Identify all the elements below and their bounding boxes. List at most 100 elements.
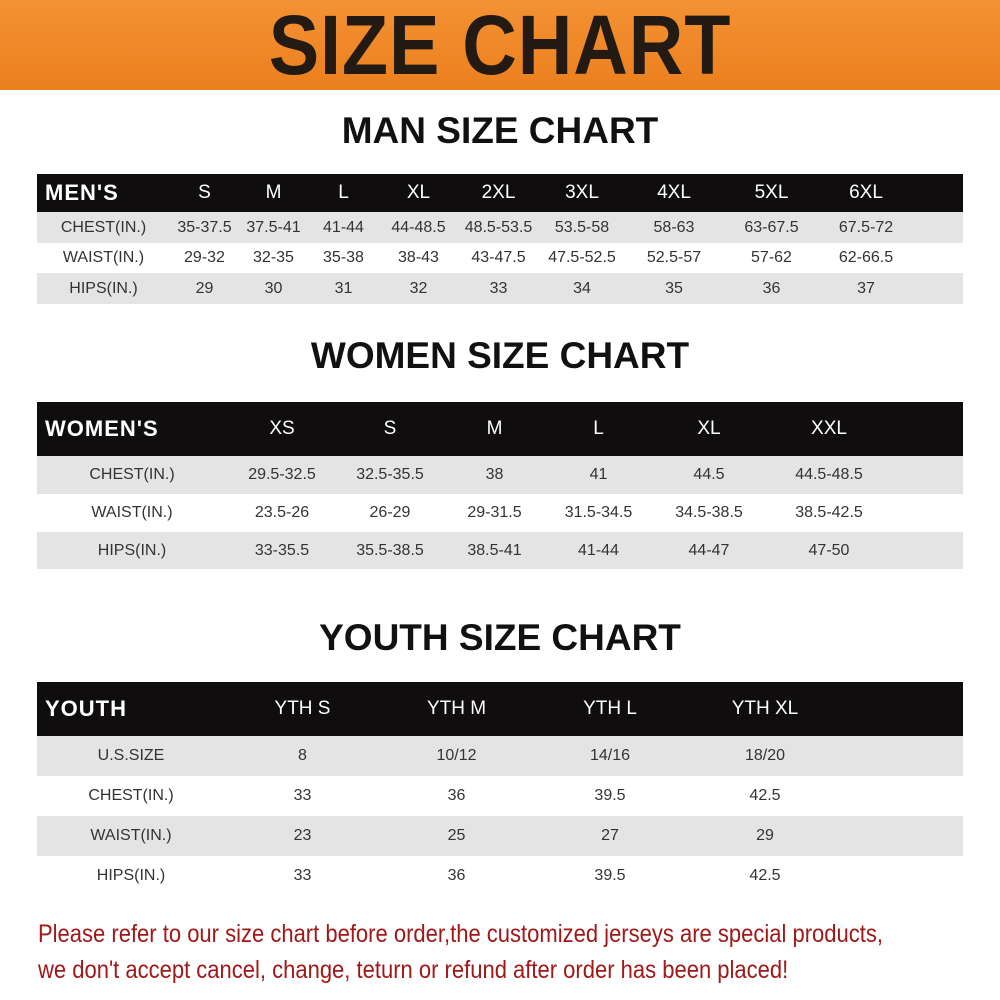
table-cell: 10/12: [436, 747, 477, 764]
table-cell: 35: [665, 279, 683, 297]
table-cell: 33: [293, 787, 312, 804]
row-label: HIPS(IN.): [69, 279, 138, 297]
table-row: HIPS(IN.) 29 30 31 32 33 34 35 36 37: [37, 273, 963, 304]
table-cell: 29-32: [184, 249, 225, 266]
size-header-cell: M: [486, 418, 503, 439]
size-header-cell: L: [593, 418, 604, 439]
table-cell: 38.5-41: [467, 541, 522, 559]
table-cell: 47-50: [808, 541, 850, 559]
table-row: WAIST(IN.) 23 25 27 29: [37, 816, 963, 856]
table-row: CHEST(IN.) 29.5-32.5 32.5-35.5 38 41 44.5 44.5…: [37, 456, 963, 494]
table-cell: 37.5-41: [246, 218, 301, 236]
row-label: CHEST(IN.): [88, 787, 174, 804]
size-header-cell: 4XL: [657, 182, 691, 203]
table-cell: 23.5-26: [254, 504, 310, 521]
table-cell: 42.5: [749, 867, 781, 884]
table-cell: 57-62: [751, 249, 792, 266]
table-cell: 39.5: [594, 787, 626, 804]
table-cell: 34: [573, 279, 591, 297]
row-label: HIPS(IN.): [96, 867, 166, 884]
table-cell: 14/16: [589, 747, 631, 764]
youth-size-table: YOUTH YTH S YTH M YTH L YTH XL U.S.SIZE 8 10/12…: [37, 682, 963, 896]
row-label: WAIST(IN.): [62, 249, 145, 266]
table-cell: 18/20: [744, 747, 786, 764]
table-cell: 33-35.5: [254, 541, 310, 559]
table-cell: 44-48.5: [391, 218, 446, 236]
size-header-cell: YTH S: [274, 698, 331, 719]
row-label: HIPS(IN.): [97, 541, 167, 559]
size-header-cell: 2XL: [481, 182, 516, 203]
table-cell: 52.5-57: [646, 249, 702, 266]
table-cell: 44-47: [688, 541, 730, 559]
table-cell: 31: [334, 279, 353, 297]
row-label: WAIST(IN.): [91, 504, 173, 521]
table-cell: 41: [589, 466, 608, 483]
table-cell: 29.5-32.5: [248, 466, 316, 483]
table-row: U.S.SIZE 8 10/12 14/16 18/20: [37, 736, 963, 776]
table-row: CHEST(IN.) 33 36 39.5 42.5: [37, 776, 963, 816]
men-size-table: MEN'S S M L XL 2XL 3XL 4XL 5XL 6XL CHEST(IN.) 35-37…: [37, 174, 963, 304]
table-cell: 32: [409, 279, 428, 297]
table-cell: 38-43: [398, 249, 439, 266]
table-row: CHEST(IN.) 35-37.5 37.5-41 41-44 44-48.5 48.5…: [37, 212, 963, 243]
size-header-cell: 5XL: [754, 182, 789, 203]
table-cell: 63-67.5: [744, 218, 799, 236]
table-row: WAIST(IN.) 23.5-26 26-29 29-31.5 31.5-34.5 34…: [37, 494, 963, 532]
size-header-cell: XXL: [811, 418, 847, 439]
table-cell: 41-44: [578, 541, 619, 559]
table-cell: 25: [447, 827, 466, 844]
table-cell: 29-31.5: [467, 504, 522, 521]
size-header-cell: 6XL: [849, 182, 883, 203]
banner-title: SIZE CHART: [268, 0, 732, 92]
size-header-cell: S: [383, 418, 397, 439]
table-cell: 44.5: [693, 466, 725, 483]
table-cell: 48.5-53.5: [464, 218, 533, 236]
table-cell: 43-47.5: [471, 249, 526, 266]
size-header-cell: XL: [406, 182, 431, 203]
table-cell: 47.5-52.5: [548, 249, 616, 266]
table-cell: 32.5-35.5: [356, 466, 424, 483]
table-cell: 36: [762, 279, 781, 297]
table-header-row: YOUTH YTH S YTH M YTH L YTH XL: [37, 682, 963, 736]
table-cell: 29: [195, 279, 214, 297]
table-title-cell: MEN'S: [45, 180, 119, 205]
table-header-row: WOMEN'S XS S M L XL XXL: [37, 402, 963, 456]
size-header-cell: YTH XL: [731, 698, 799, 719]
table-cell: 23: [293, 827, 312, 844]
size-header-cell: YTH L: [583, 698, 637, 719]
table-cell: 36: [447, 867, 466, 884]
table-cell: 35-38: [323, 249, 364, 266]
table-cell: 41-44: [323, 218, 364, 236]
table-cell: 27: [601, 827, 619, 844]
size-header-cell: 3XL: [565, 182, 599, 203]
table-cell: 37: [857, 279, 875, 297]
table-cell: 26-29: [369, 504, 411, 521]
table-cell: 33: [293, 867, 312, 884]
row-label: WAIST(IN.): [90, 827, 172, 844]
table-cell: 32-35: [253, 249, 294, 266]
table-title-cell: WOMEN'S: [45, 416, 159, 441]
table-cell: 8: [298, 747, 307, 764]
size-header-cell: YTH M: [426, 698, 487, 719]
table-row: HIPS(IN.) 33-35.5 35.5-38.5 38.5-41 41-44 44-…: [37, 532, 963, 569]
table-cell: 35.5-38.5: [356, 541, 424, 559]
size-header-cell: L: [338, 182, 349, 203]
size-header-cell: S: [198, 182, 211, 203]
table-cell: 38: [485, 466, 504, 483]
table-cell: 30: [264, 279, 283, 297]
table-cell: 33: [489, 279, 508, 297]
table-cell: 44.5-48.5: [795, 466, 863, 483]
table-cell: 38.5-42.5: [795, 504, 863, 521]
table-cell: 39.5: [594, 867, 626, 884]
women-size-table: WOMEN'S XS S M L XL XXL CHEST(IN.) 29.5-32.5 32.5…: [37, 402, 963, 569]
row-label: CHEST(IN.): [60, 218, 147, 236]
table-cell: 53.5-58: [554, 218, 610, 236]
banner: SIZE CHART: [0, 0, 1000, 90]
women-title: WOMEN SIZE CHART: [310, 335, 690, 376]
table-cell: 67.5-72: [838, 218, 894, 236]
notice-line-1: Please refer to our size chart before or…: [38, 920, 883, 948]
row-label: U.S.SIZE: [97, 747, 165, 764]
table-cell: 29: [756, 827, 774, 844]
men-title: MAN SIZE CHART: [341, 110, 659, 151]
table-title-cell: YOUTH: [45, 696, 127, 721]
